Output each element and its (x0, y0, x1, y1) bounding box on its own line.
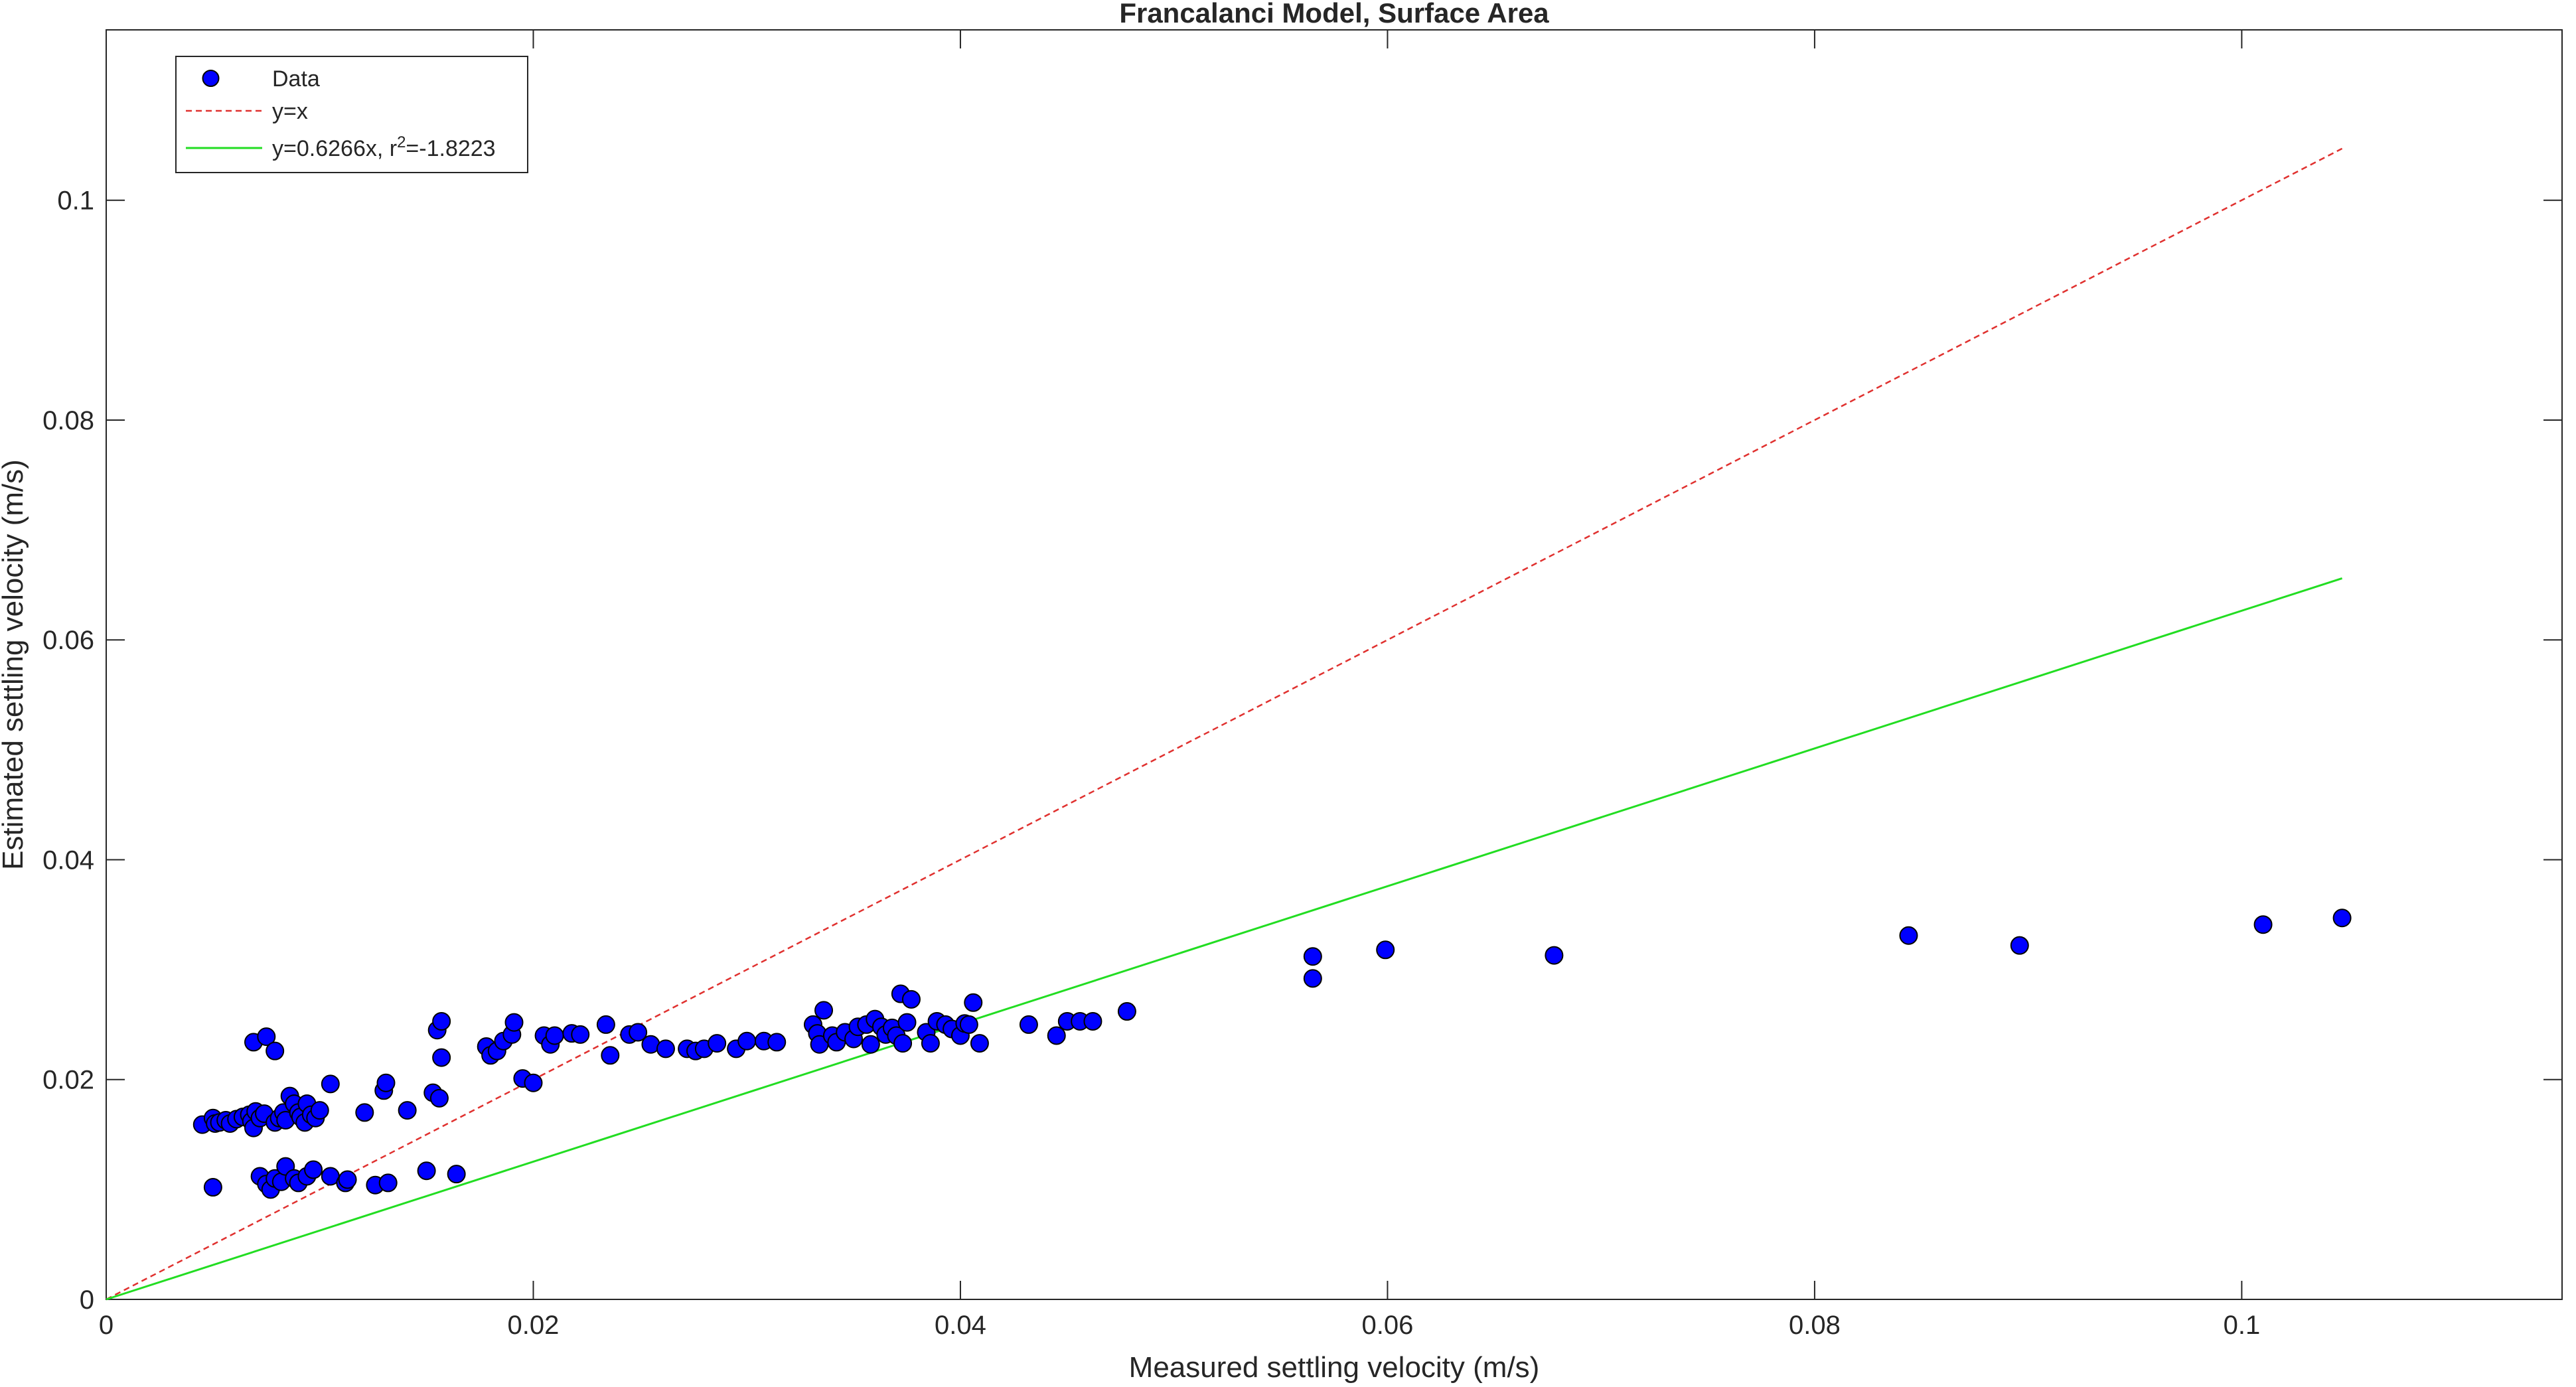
x-tick-label: 0.08 (1789, 1311, 1841, 1340)
data-point (304, 1160, 323, 1179)
data-point (429, 1088, 449, 1108)
identity-line (106, 147, 2343, 1301)
chart-title: Francalanci Model, Surface Area (1119, 0, 1549, 29)
data-point (432, 1011, 451, 1031)
data-point (203, 1178, 222, 1197)
data-point (1303, 969, 1322, 988)
data-point (959, 1015, 978, 1034)
data-point (901, 989, 921, 1009)
data-point (708, 1034, 727, 1053)
legend-box (175, 56, 528, 173)
x-tick-label: 0.02 (508, 1311, 560, 1340)
legend-fit-label-main: y=0.6266x, r (272, 136, 397, 161)
x-tick-label: 0.06 (1362, 1311, 1414, 1340)
data-point (257, 1027, 276, 1047)
data-point (2253, 915, 2273, 934)
data-point (321, 1074, 340, 1094)
fit-line (106, 577, 2343, 1301)
data-point (571, 1025, 590, 1044)
data-point (601, 1046, 620, 1065)
axis-ticks: 0 0.02 0.04 0.06 0.08 0.1 0 0.02 0.04 0.06 0.08 0.1 (42, 30, 2562, 1340)
legend-identity-label: y=x (272, 99, 308, 124)
data-point (310, 1101, 329, 1120)
data-point (1376, 940, 1395, 960)
y-tick-label: 0.06 (42, 626, 94, 655)
data-point (355, 1103, 374, 1122)
data-point (417, 1161, 436, 1181)
data-point (1047, 1026, 1066, 1045)
data-point (504, 1013, 524, 1032)
data-point (970, 1034, 989, 1053)
y-axis-label: Estimated settling velocity (m/s) (0, 459, 29, 870)
legend-fit-label: y=0.6266x, r2=-1.8223 (272, 133, 496, 162)
data-point (1303, 947, 1322, 966)
y-tick-label: 0.1 (57, 186, 94, 216)
data-point (1545, 946, 1564, 965)
data-point (596, 1015, 615, 1034)
data-point (921, 1034, 940, 1053)
x-tick-label: 0.1 (2224, 1311, 2261, 1340)
plot-area-frame (106, 29, 2563, 1300)
data-point (656, 1039, 675, 1058)
x-tick-label: 0 (99, 1311, 114, 1340)
data-point (1117, 1002, 1136, 1021)
data-point (897, 1013, 917, 1032)
data-point (378, 1173, 398, 1193)
data-point (398, 1101, 417, 1120)
data-point (2010, 936, 2029, 955)
data-point (814, 1001, 834, 1020)
legend-fit-label-superscript: 2 (397, 133, 406, 151)
data-point (1899, 926, 1918, 945)
data-point (964, 993, 983, 1012)
data-point (1083, 1011, 1102, 1031)
data-point (1019, 1015, 1038, 1034)
y-tick-label: 0.02 (42, 1066, 94, 1095)
data-point (432, 1048, 451, 1067)
data-point (2332, 909, 2352, 928)
data-point (767, 1033, 787, 1052)
data-point (524, 1073, 543, 1092)
data-point (861, 1035, 880, 1054)
legend-fit-label-suffix: =-1.8223 (406, 136, 495, 161)
data-point (737, 1031, 757, 1051)
x-axis-label: Measured settling velocity (m/s) (1129, 1351, 1540, 1384)
y-tick-label: 0.08 (42, 406, 94, 435)
series-layer (106, 147, 2352, 1301)
data-point (545, 1026, 564, 1045)
y-tick-label: 0 (80, 1285, 94, 1315)
data-point (893, 1034, 913, 1053)
data-point (376, 1073, 396, 1092)
legend-data-label: Data (272, 66, 320, 92)
data-point (338, 1170, 357, 1189)
data-point (265, 1041, 285, 1060)
legend: Data y=x y=0.6266x, r2=-1.8223 (175, 56, 528, 173)
y-tick-label: 0.04 (42, 845, 94, 875)
legend-data-marker (202, 70, 220, 87)
data-point (447, 1165, 466, 1184)
data-point (629, 1023, 648, 1042)
x-tick-label: 0.04 (935, 1311, 986, 1340)
